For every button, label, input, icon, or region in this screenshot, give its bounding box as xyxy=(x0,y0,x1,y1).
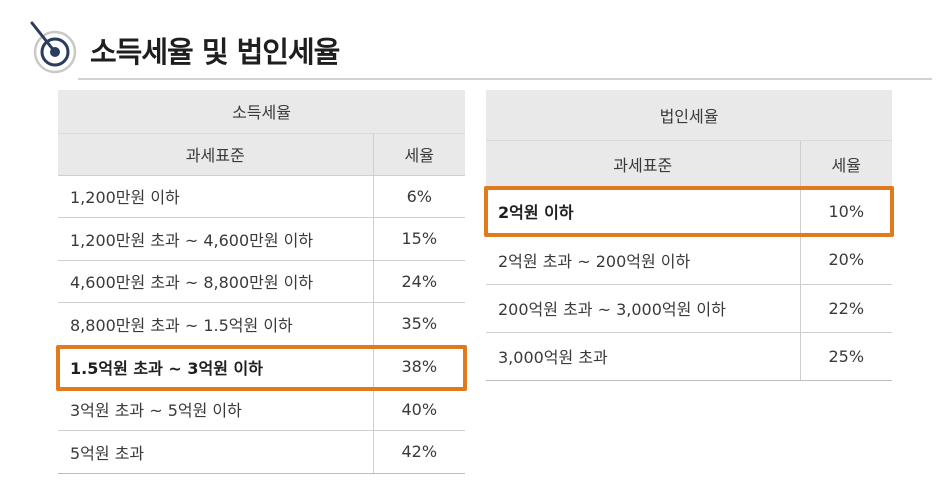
income-base-cell: 8,800만원 초과 ~ 1.5억원 이하 xyxy=(58,302,373,346)
corporate-base-cell: 3,000억원 초과 xyxy=(486,332,800,381)
income-rate-cell: 40% xyxy=(372,388,466,431)
table-row-highlighted: 2억원 이하 10% xyxy=(486,187,893,236)
income-rate-cell: 38% xyxy=(372,345,466,389)
corporate-rate-cell: 25% xyxy=(799,332,893,381)
corporate-base-cell: 2억원 이하 xyxy=(486,187,800,236)
corporate-base-cell: 200억원 초과 ~ 3,000억원 이하 xyxy=(486,284,800,333)
income-col-rate-header: 세율 xyxy=(372,133,466,176)
income-base-cell: 4,600만원 초과 ~ 8,800만원 이하 xyxy=(58,260,373,303)
table-row: 200억원 초과 ~ 3,000억원 이하 22% xyxy=(486,284,893,333)
corporate-col-base-header: 과세표준 xyxy=(486,140,800,188)
corporate-base-cell: 2억원 초과 ~ 200억원 이하 xyxy=(486,235,800,285)
income-rate-cell: 24% xyxy=(372,260,466,303)
table-row: 1,200만원 이하 6% xyxy=(58,175,466,218)
corporate-highlight-box xyxy=(484,186,894,237)
income-col-base-header: 과세표준 xyxy=(58,133,373,176)
income-tax-table: 소득세율 과세표준 세율 1,200만원 이하 6% 1,200만원 초과 ~ … xyxy=(58,90,466,474)
corporate-rate-cell: 10% xyxy=(799,187,893,236)
corporate-rate-cell: 20% xyxy=(799,235,893,285)
corporate-tax-table: 법인세율 과세표준 세율 2억원 이하 10% 2억원 초과 ~ 200억원 이… xyxy=(486,90,893,381)
table-row: 5억원 초과 42% xyxy=(58,430,466,474)
table-row: 8,800만원 초과 ~ 1.5억원 이하 35% xyxy=(58,302,466,346)
income-rate-cell: 6% xyxy=(372,175,466,218)
corporate-rate-cell: 22% xyxy=(799,284,893,333)
income-base-cell: 1,200만원 이하 xyxy=(58,175,373,218)
income-base-cell: 3억원 초과 ~ 5억원 이하 xyxy=(58,388,373,431)
corporate-tax-title: 법인세율 xyxy=(486,90,893,141)
corporate-col-rate-header: 세율 xyxy=(799,140,893,188)
title-divider xyxy=(78,78,932,80)
target-icon xyxy=(30,21,77,74)
table-row: 1,200만원 초과 ~ 4,600만원 이하 15% xyxy=(58,217,466,261)
income-base-cell: 5억원 초과 xyxy=(58,430,373,474)
table-row: 4,600만원 초과 ~ 8,800만원 이하 24% xyxy=(58,260,466,303)
income-base-cell: 1,200만원 초과 ~ 4,600만원 이하 xyxy=(58,217,373,261)
table-row-highlighted: 1.5억원 초과 ~ 3억원 이하 38% xyxy=(58,345,466,389)
table-row: 3,000억원 초과 25% xyxy=(486,332,893,381)
table-row: 3억원 초과 ~ 5억원 이하 40% xyxy=(58,388,466,431)
income-highlight-box xyxy=(56,345,467,391)
page-title: 소득세율 및 법인세율 xyxy=(90,35,340,69)
table-row: 2억원 초과 ~ 200억원 이하 20% xyxy=(486,235,893,285)
income-tax-title: 소득세율 xyxy=(58,90,466,134)
income-rate-cell: 42% xyxy=(372,430,466,474)
income-rate-cell: 35% xyxy=(372,302,466,346)
income-rate-cell: 15% xyxy=(372,217,466,261)
